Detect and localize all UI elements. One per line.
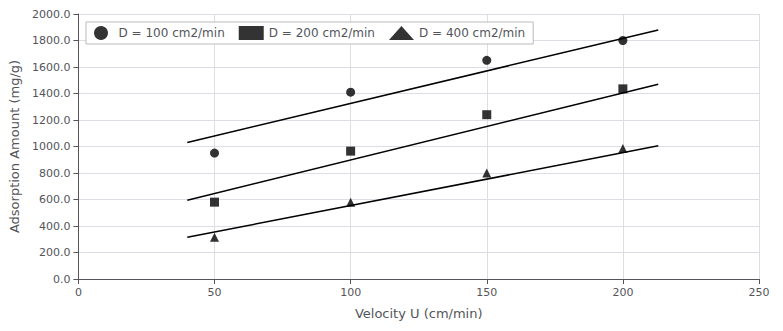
svg-text:2000.0: 2000.0 [32, 8, 71, 21]
svg-text:1600.0: 1600.0 [32, 61, 71, 74]
svg-text:1000.0: 1000.0 [32, 140, 71, 153]
svg-text:Adsorption Amount (mg/g): Adsorption Amount (mg/g) [7, 60, 22, 233]
svg-text:1800.0: 1800.0 [32, 34, 71, 47]
svg-text:D = 400 cm2/min: D = 400 cm2/min [419, 26, 525, 40]
svg-text:1200.0: 1200.0 [32, 114, 71, 127]
svg-text:0.0: 0.0 [53, 273, 71, 286]
svg-text:200: 200 [612, 286, 633, 299]
svg-text:200.0: 200.0 [39, 246, 71, 259]
svg-text:250: 250 [749, 286, 770, 299]
svg-text:0: 0 [75, 286, 82, 299]
svg-text:D = 100 cm2/min: D = 100 cm2/min [119, 26, 225, 40]
svg-text:1400.0: 1400.0 [32, 87, 71, 100]
svg-text:600.0: 600.0 [39, 193, 71, 206]
svg-text:800.0: 800.0 [39, 167, 71, 180]
svg-text:400.0: 400.0 [39, 220, 71, 233]
svg-text:D = 200 cm2/min: D = 200 cm2/min [269, 26, 375, 40]
svg-text:100: 100 [340, 286, 361, 299]
svg-text:150: 150 [476, 286, 497, 299]
svg-text:50: 50 [208, 286, 222, 299]
svg-text:Velocity U (cm/min): Velocity U (cm/min) [355, 306, 483, 321]
